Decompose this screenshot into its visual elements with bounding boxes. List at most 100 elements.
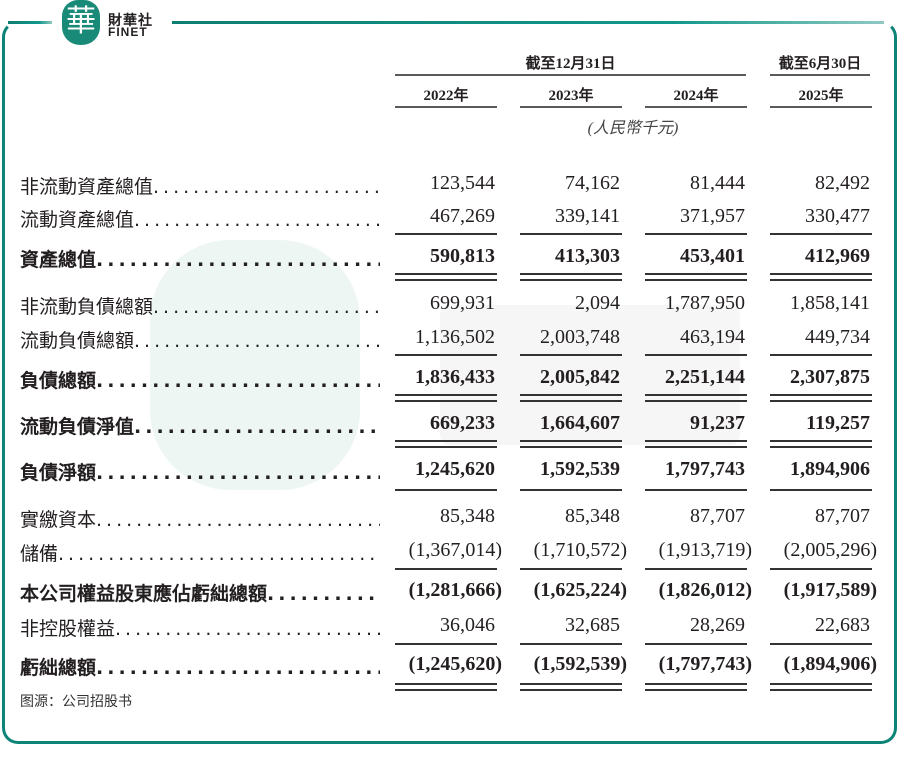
cell-value: (1,917,589) — [783, 579, 877, 601]
table-row: 本公司權益股東應佔虧絀總額...........................… — [0, 579, 898, 609]
row-label: 流動資產總值..................................… — [20, 205, 380, 232]
cell-value: 119,257 — [806, 412, 870, 434]
cell-value: 2,307,875 — [790, 366, 870, 388]
cell-value: 413,303 — [555, 245, 620, 267]
total-underline — [520, 233, 622, 235]
leader-dots: .................................... — [153, 296, 380, 318]
header-group-jun30: 截至6月30日 — [778, 56, 862, 72]
source-note: 图源：公司招股书 — [20, 694, 132, 710]
leader-dots: .................................... — [96, 657, 380, 679]
leader-dots: .................................... — [134, 209, 380, 231]
row-label-text: 虧絀總額 — [20, 657, 97, 679]
cell-value: 85,348 — [440, 505, 495, 527]
cell-value: (1,710,572) — [533, 539, 627, 561]
row-label-text: 儲備 — [20, 543, 59, 565]
table-row: 非流動資產總值.................................… — [0, 172, 898, 202]
total-underline — [645, 683, 747, 685]
header-group-dec31: 截至12月31日 — [525, 56, 616, 72]
total-underline — [520, 446, 622, 448]
leader-dots: .................................... — [96, 249, 380, 271]
frame-top-right — [172, 21, 884, 24]
total-underline — [520, 394, 622, 396]
cell-value: 82,492 — [815, 172, 870, 194]
total-underline — [645, 643, 747, 645]
total-underline — [645, 394, 747, 396]
cell-value: (1,367,014) — [408, 539, 502, 561]
row-label: 資產總值.................................... — [20, 245, 380, 272]
cell-value: 463,194 — [680, 326, 745, 348]
row-label: 負債淨額.................................... — [20, 458, 380, 485]
logo: 華 財華社 FINET — [58, 0, 168, 46]
year-underline — [645, 106, 747, 108]
leader-dots: .................................... — [134, 416, 380, 438]
cell-value: 1,836,433 — [415, 366, 495, 388]
row-label: 虧絀總額.................................... — [20, 653, 380, 680]
total-underline — [395, 440, 497, 442]
table-row: 非流動負債總額.................................… — [0, 292, 898, 322]
cell-value: (1,625,224) — [533, 579, 627, 601]
cell-value: 36,046 — [440, 614, 495, 636]
cell-value: (1,797,743) — [658, 653, 752, 675]
cell-value: 1,592,539 — [540, 458, 620, 480]
total-underline — [395, 279, 497, 281]
total-underline — [395, 446, 497, 448]
total-underline — [770, 689, 872, 691]
year-header: 2023年 — [548, 88, 594, 104]
cell-value: 2,251,144 — [665, 366, 745, 388]
total-underline — [770, 568, 872, 570]
logo-name-en: FINET — [108, 25, 148, 39]
year-underline — [770, 106, 872, 108]
row-label-text: 本公司權益股東應佔虧絀總額 — [20, 583, 268, 605]
frame-top-left — [8, 21, 52, 24]
total-underline — [770, 489, 872, 491]
row-label-text: 非流動資產總值 — [20, 176, 154, 198]
cell-value: 87,707 — [690, 505, 745, 527]
cell-value: 449,734 — [805, 326, 870, 348]
total-underline — [395, 233, 497, 235]
total-underline — [770, 233, 872, 235]
cell-value: (1,894,906) — [783, 653, 877, 675]
total-underline — [520, 489, 622, 491]
total-underline — [520, 683, 622, 685]
total-underline — [520, 689, 622, 691]
row-label: 儲備.................................... — [20, 539, 380, 566]
total-underline — [520, 440, 622, 442]
table-row: 流動負債淨值..................................… — [0, 412, 898, 442]
cell-value: (1,913,719) — [658, 539, 752, 561]
total-underline — [395, 643, 497, 645]
leader-dots: .................................... — [115, 618, 380, 640]
cell-value: 590,813 — [430, 245, 495, 267]
total-underline — [770, 279, 872, 281]
cell-value: (2,005,296) — [783, 539, 877, 561]
total-underline — [395, 354, 497, 356]
leader-dots: .................................... — [96, 509, 380, 531]
row-label-text: 流動資產總值 — [20, 209, 135, 231]
cell-value: 32,685 — [565, 614, 620, 636]
cell-value: 2,094 — [575, 292, 620, 314]
watermark-text-area — [440, 305, 740, 445]
row-label: 負債總額.................................... — [20, 366, 380, 393]
cell-value: 74,162 — [565, 172, 620, 194]
total-underline — [395, 568, 497, 570]
cell-value: 91,237 — [690, 412, 745, 434]
year-header: 2022年 — [423, 88, 469, 104]
total-underline — [645, 489, 747, 491]
cell-value: 330,477 — [805, 205, 870, 227]
total-underline — [520, 279, 622, 281]
row-label-text: 實繳資本 — [20, 509, 97, 531]
total-underline — [645, 273, 747, 275]
total-underline — [645, 689, 747, 691]
cell-value: 467,269 — [430, 205, 495, 227]
cell-value: 699,931 — [430, 292, 495, 314]
cell-value: 1,245,620 — [415, 458, 495, 480]
cell-value: 669,233 — [430, 412, 495, 434]
total-underline — [520, 273, 622, 275]
total-underline — [770, 643, 872, 645]
cell-value: 28,269 — [690, 614, 745, 636]
total-underline — [395, 394, 497, 396]
cell-value: 1,136,502 — [415, 326, 495, 348]
total-underline — [395, 683, 497, 685]
cell-value: 412,969 — [805, 245, 870, 267]
row-label-text: 非控股權益 — [20, 618, 116, 640]
row-label: 實繳資本.................................... — [20, 505, 380, 532]
